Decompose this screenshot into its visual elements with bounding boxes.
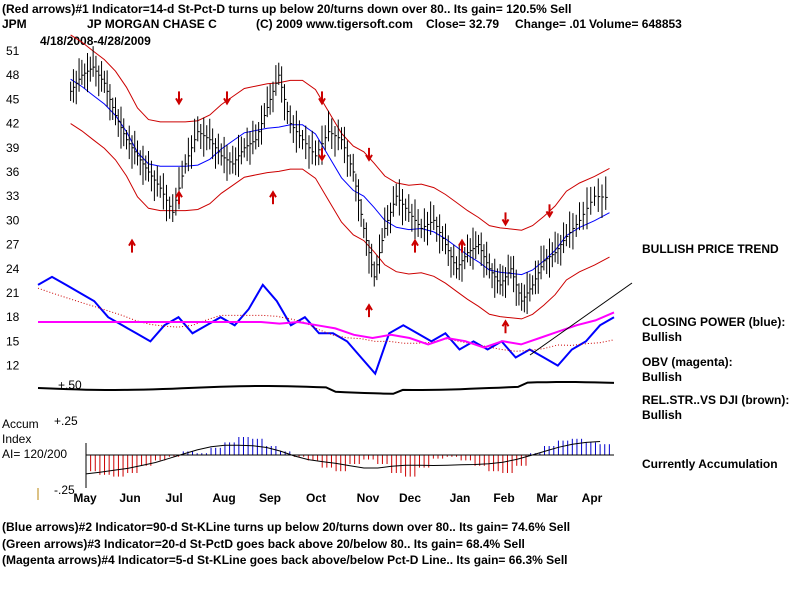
trend-label: BULLISH PRICE TREND bbox=[642, 242, 779, 256]
accum-bottom-level: -.25 bbox=[54, 483, 75, 497]
x-month-label: Dec bbox=[399, 491, 421, 505]
x-month-label: Nov bbox=[357, 491, 380, 505]
header-line-red-arrows: (Red arrows)#1 Indicator=14-d St-Pct-D t… bbox=[2, 2, 572, 16]
y-tick-label: 42 bbox=[6, 117, 20, 131]
footer-line-magenta-arrows: (Magenta arrows)#4 Indicator=5-d St-KLin… bbox=[2, 553, 568, 567]
footer-line-green-arrows: (Green arrows)#3 Indicator=20-d St-PctD … bbox=[2, 537, 525, 551]
change-value: Change= .01 bbox=[515, 17, 587, 31]
obv-value: Bullish bbox=[642, 370, 683, 384]
uptrend-line bbox=[529, 282, 633, 356]
x-month-label: Jul bbox=[165, 491, 182, 505]
footer-line-blue-arrows: (Blue arrows)#2 Indicator=90-d St-KLine … bbox=[2, 520, 571, 534]
sell-arrow-head bbox=[318, 154, 326, 162]
y-tick-label: 15 bbox=[6, 334, 20, 348]
date-range: 4/18/2008-4/28/2009 bbox=[40, 34, 151, 48]
upper-band-line bbox=[70, 34, 610, 231]
y-tick-label: 24 bbox=[6, 262, 20, 276]
close-price: Close= 32.79 bbox=[426, 17, 500, 31]
moving-average-line bbox=[70, 78, 610, 276]
x-month-label: Jun bbox=[119, 491, 140, 505]
accum-title: Accum bbox=[2, 417, 39, 431]
x-month-label: Feb bbox=[493, 491, 514, 505]
buy-arrow-head bbox=[501, 319, 510, 327]
obv-line bbox=[38, 311, 615, 349]
company-name: JP MORGAN CHASE C bbox=[87, 17, 217, 31]
volume-value: Volume= 648853 bbox=[589, 17, 682, 31]
sell-arrow-head bbox=[545, 210, 554, 219]
buy-arrow-head bbox=[365, 303, 373, 311]
sell-arrow-head bbox=[175, 97, 183, 106]
y-tick-label: 51 bbox=[6, 44, 20, 58]
buy-arrow-head bbox=[175, 190, 183, 198]
sell-arrow-head bbox=[318, 97, 326, 106]
obv-label: OBV (magenta): bbox=[642, 355, 733, 369]
y-tick-label: 33 bbox=[6, 189, 20, 203]
x-month-label: Oct bbox=[306, 491, 326, 505]
accum-top-level: +.25 bbox=[54, 414, 78, 428]
x-month-label: Jan bbox=[450, 491, 471, 505]
y-tick-label: 18 bbox=[6, 310, 20, 324]
x-month-label: Sep bbox=[259, 491, 281, 505]
y-tick-label: 36 bbox=[6, 165, 20, 179]
y-tick-label: 21 bbox=[6, 286, 20, 300]
buy-arrow-head bbox=[458, 238, 466, 247]
closing-power-line bbox=[37, 275, 615, 376]
sell-arrow-head bbox=[501, 218, 510, 227]
y-tick-label: 39 bbox=[6, 141, 20, 155]
relstr-label: REL.STR..VS DJI (brown): bbox=[642, 393, 790, 407]
sell-arrow-head bbox=[223, 97, 231, 106]
closing-power-value: Bullish bbox=[642, 330, 683, 344]
y-tick-label: 30 bbox=[6, 213, 20, 227]
y-tick-label: 48 bbox=[6, 68, 20, 82]
buy-arrow-head bbox=[411, 238, 419, 247]
closing-power-label: CLOSING POWER (blue): bbox=[642, 315, 786, 329]
copyright: (C) 2009 www.tigersoft.com bbox=[256, 17, 413, 31]
rel-strength-line bbox=[37, 381, 615, 395]
accum-ai-value: AI= 120/200 bbox=[2, 447, 68, 461]
y-tick-label: 12 bbox=[6, 359, 20, 373]
x-month-label: May bbox=[73, 491, 97, 505]
x-month-label: Apr bbox=[582, 491, 603, 505]
accum-ma-line bbox=[85, 441, 601, 475]
accum-status: Currently Accumulation bbox=[642, 457, 778, 471]
x-month-label: Aug bbox=[212, 491, 235, 505]
accum-subtitle: Index bbox=[2, 432, 32, 446]
ticker-symbol: JPM bbox=[2, 17, 27, 31]
relstr-value: Bullish bbox=[642, 408, 683, 422]
buy-arrow-head bbox=[269, 190, 277, 198]
lower-band-line bbox=[70, 123, 610, 320]
buy-arrow-head bbox=[128, 238, 136, 247]
y-tick-label: 45 bbox=[6, 92, 20, 106]
sell-arrow-head bbox=[365, 154, 373, 162]
y-tick-label: 27 bbox=[6, 238, 20, 252]
x-month-label: Mar bbox=[536, 491, 558, 505]
